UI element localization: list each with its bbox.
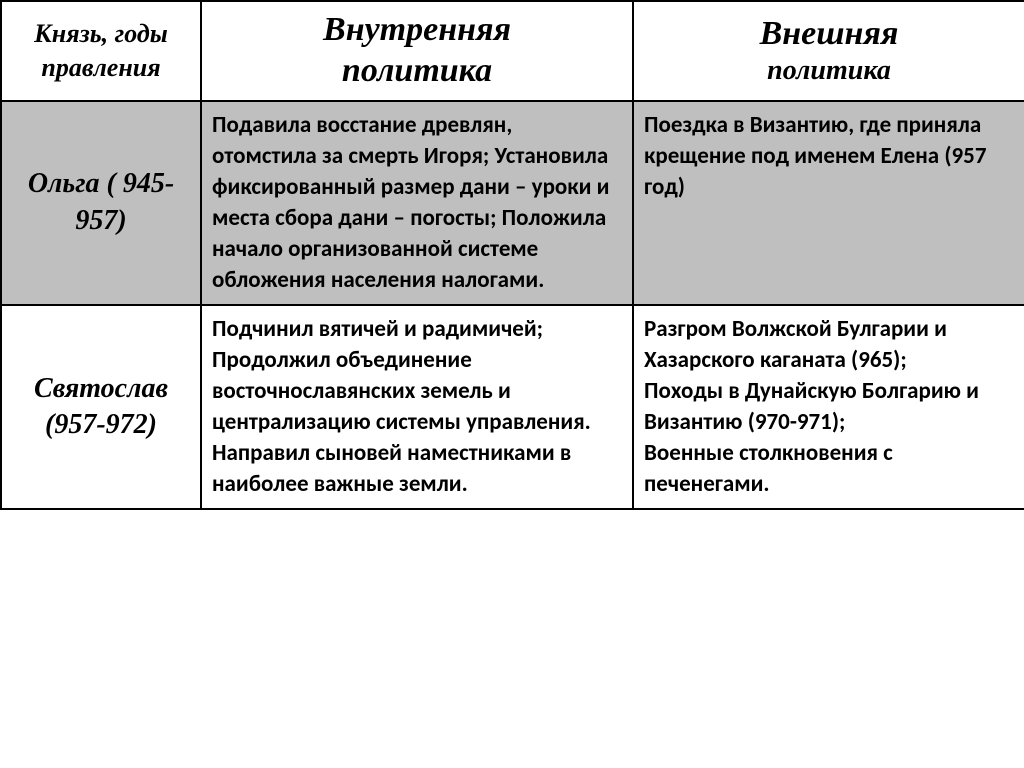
table-row: Ольга ( 945-957) Подавила восстание древ… [1,101,1024,305]
inner-policy-text: Подчинил вятичей и радимичей; Продолжил … [212,314,622,500]
header-outer-sub: политика [644,55,1014,87]
prince-cell: Святослав (957-972) [1,305,201,509]
header-prince: Князь, годы правления [1,1,201,101]
rulers-table: Князь, годы правления Внутренняя политик… [0,0,1024,510]
outer-policy-cell: Разгром Волжской Булгарии и Хазарского к… [633,305,1024,509]
header-inner-sub: политика [212,51,622,92]
header-outer: Внешняя политика [633,1,1024,101]
inner-policy-cell: Подавила восстание древлян, отомстила за… [201,101,633,305]
header-inner-main: Внутренняя [212,10,622,51]
outer-policy-cell: Поездка в Византию, где приняла крещение… [633,101,1024,305]
header-inner: Внутренняя политика [201,1,633,101]
prince-cell: Ольга ( 945-957) [1,101,201,305]
prince-name: Святослав (957-972) [12,371,190,444]
inner-policy-text: Подавила восстание древлян, отомстила за… [212,110,622,296]
header-outer-main: Внешняя [644,14,1014,55]
table-header-row: Князь, годы правления Внутренняя политик… [1,1,1024,101]
table-row: Святослав (957-972) Подчинил вятичей и р… [1,305,1024,509]
outer-policy-text: Разгром Волжской Булгарии и Хазарского к… [644,314,1014,500]
outer-policy-text: Поездка в Византию, где приняла крещение… [644,110,1014,203]
prince-name: Ольга ( 945-957) [12,166,190,239]
header-prince-label: Князь, годы правления [12,17,190,85]
inner-policy-cell: Подчинил вятичей и радимичей; Продолжил … [201,305,633,509]
